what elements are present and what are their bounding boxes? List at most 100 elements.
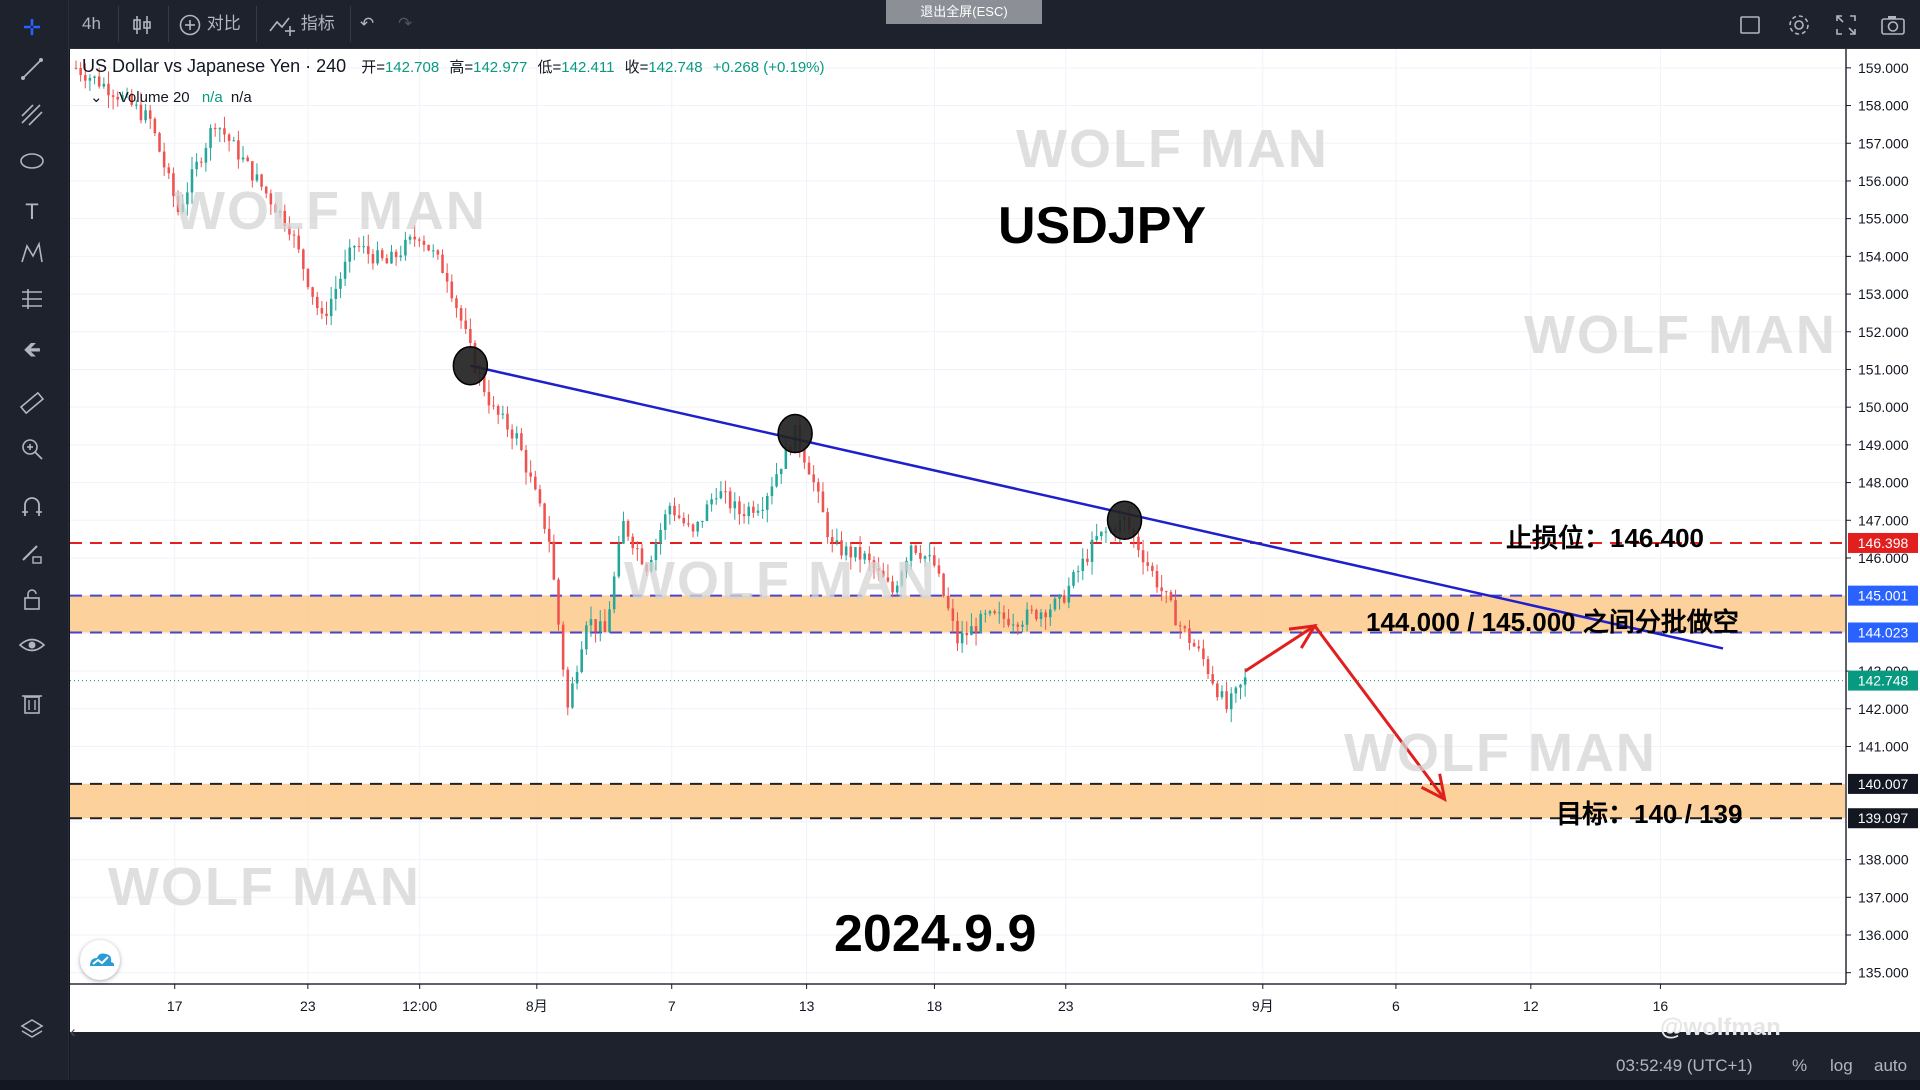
undo-button[interactable]: ↶: [360, 0, 374, 48]
candle: [710, 493, 713, 512]
eye-icon[interactable]: [14, 632, 50, 668]
ruler-icon[interactable]: [14, 390, 50, 426]
time-tick-label: 9月: [1252, 998, 1274, 1014]
candle: [914, 544, 918, 556]
candle: [617, 535, 621, 579]
candle-type-icon[interactable]: [130, 0, 154, 48]
candle: [501, 405, 505, 420]
candle: [218, 127, 222, 143]
trash-icon[interactable]: [14, 690, 50, 726]
candle: [1160, 574, 1163, 601]
indicators-button[interactable]: 指标: [268, 0, 335, 48]
candle: [844, 541, 848, 561]
candle: [993, 609, 996, 615]
symbol-legend[interactable]: US Dollar vs Japanese Yen · 240 开=142.70…: [82, 56, 825, 77]
stop-loss-label: 止损位：146.400: [1506, 523, 1704, 553]
magnet-icon[interactable]: [14, 494, 50, 530]
auto-toggle[interactable]: auto: [1874, 1056, 1908, 1075]
candle: [1220, 685, 1224, 700]
zoom-in-icon[interactable]: [14, 436, 50, 472]
redo-button[interactable]: ↷: [398, 0, 412, 48]
price-label: 145.001: [1848, 585, 1918, 606]
candle: [1035, 608, 1038, 622]
compare-button[interactable]: 对比: [178, 0, 241, 48]
candle: [232, 136, 236, 142]
text-tool-icon[interactable]: T: [25, 199, 39, 224]
candle: [868, 546, 871, 571]
trendline[interactable]: [470, 364, 1724, 650]
candle: [306, 268, 310, 290]
candle: [719, 481, 723, 500]
candle: [1072, 569, 1075, 589]
undo-icon: ↶: [360, 14, 375, 33]
candle: [288, 216, 291, 241]
exit-fullscreen-button[interactable]: 退出全屏(ESC): [886, 0, 1042, 24]
price-label-text: 139.097: [1858, 810, 1909, 826]
candle: [1104, 526, 1108, 544]
time-tick-label: 16: [1653, 998, 1669, 1014]
candle: [547, 516, 551, 553]
candle: [1225, 681, 1228, 713]
time-tick-label: 7: [668, 998, 676, 1014]
candle: [561, 621, 565, 677]
price-tick-label: 154.000: [1858, 248, 1909, 264]
top-toolbar: 4h 对比 指标 ↶ ↷ 退出全屏(ESC): [0, 0, 1920, 49]
candle: [343, 249, 347, 286]
candle: [302, 248, 305, 281]
price-tick-label: 158.000: [1858, 98, 1909, 114]
candle: [733, 492, 737, 520]
shape-tool-icon[interactable]: [14, 148, 50, 184]
candle: [274, 202, 277, 213]
layout-button[interactable]: [1738, 0, 1762, 48]
volume-legend[interactable]: ⌄ Volume 20 n/a n/a: [90, 88, 252, 106]
tradingview-logo[interactable]: [80, 940, 120, 980]
candle: [937, 558, 941, 577]
candle: [102, 77, 106, 89]
bottom-bar: ‹ @wolfman 03:52:49 (UTC+1) % log auto: [70, 1014, 1920, 1080]
candle: [1239, 683, 1242, 700]
log-toggle[interactable]: log: [1830, 1056, 1853, 1075]
chart-area[interactable]: [70, 49, 1920, 1032]
candle: [598, 610, 602, 642]
candle: [441, 249, 444, 274]
lock-icon[interactable]: [14, 586, 50, 622]
snapshot-button[interactable]: [1880, 0, 1906, 48]
candle: [557, 577, 560, 631]
price-tick-label: 141.000: [1858, 738, 1909, 754]
price-chart[interactable]: 135.000 136.000 137.000 138.000 141.000 142.0…: [70, 49, 1920, 1032]
interval-button[interactable]: 4h: [82, 14, 101, 33]
ohlc-values: 开=142.708 高=142.977 低=142.411 收=142.748 …: [361, 59, 825, 76]
candle: [311, 286, 314, 305]
redo-icon: ↷: [398, 14, 413, 33]
fib-tool-icon[interactable]: [14, 102, 50, 138]
candle: [167, 163, 171, 180]
trend-line-icon[interactable]: [14, 56, 50, 92]
candle: [872, 556, 876, 579]
candle: [589, 606, 593, 637]
candle: [631, 533, 635, 555]
back-arrow-icon[interactable]: 🡸: [23, 337, 41, 362]
candle: [455, 295, 458, 318]
layers-icon[interactable]: [14, 1016, 50, 1052]
pattern-tool-icon[interactable]: [14, 240, 50, 276]
settings-button[interactable]: [1786, 0, 1812, 48]
candle: [278, 209, 282, 218]
candle: [858, 536, 862, 573]
candle: [1169, 589, 1173, 602]
toolbar-divider: [118, 6, 119, 42]
percent-toggle[interactable]: %: [1792, 1056, 1808, 1075]
time-tick-label: 6: [1392, 998, 1400, 1014]
candle: [984, 609, 987, 623]
candle: [724, 480, 727, 504]
prediction-tool-icon[interactable]: [14, 286, 50, 322]
scroll-left-icon[interactable]: ‹: [70, 1022, 76, 1041]
candle: [951, 599, 955, 633]
candle: [399, 245, 403, 262]
fullscreen-button[interactable]: [1834, 0, 1858, 48]
crosshair-icon[interactable]: ✛: [22, 15, 42, 40]
candle: [181, 194, 184, 214]
candle: [928, 542, 931, 562]
candle: [1053, 595, 1057, 612]
chevron-down-icon[interactable]: ⌄: [90, 89, 103, 106]
draw-mode-icon[interactable]: [14, 540, 50, 576]
